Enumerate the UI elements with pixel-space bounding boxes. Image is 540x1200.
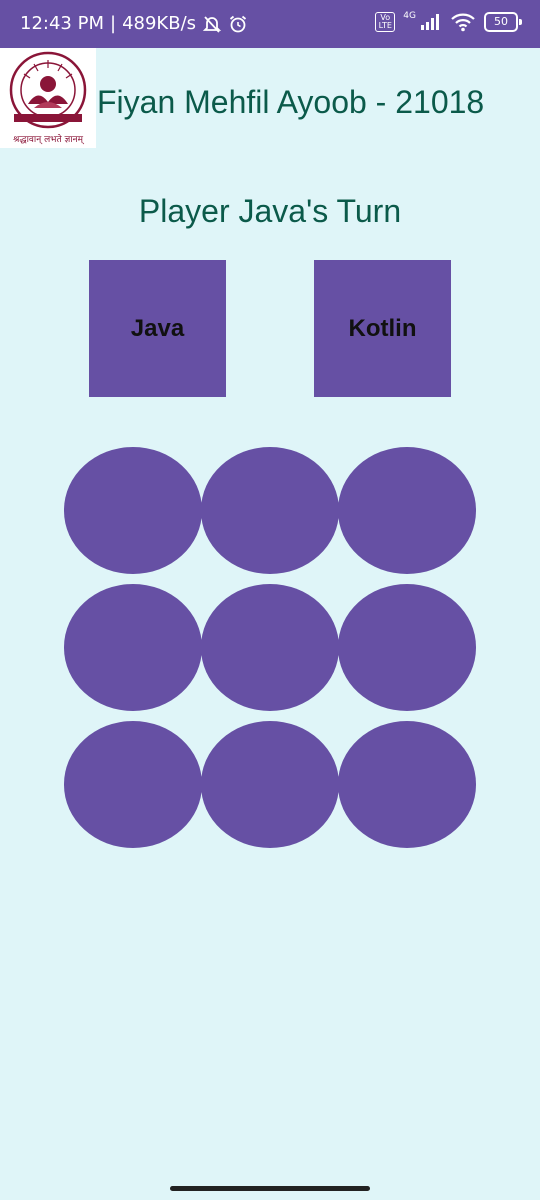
page-title: Fiyan Mehfil Ayoob - 21018 — [97, 84, 485, 120]
network-type-label: 4G — [403, 10, 416, 21]
board-cell-4[interactable] — [64, 584, 202, 711]
wifi-icon — [450, 12, 476, 32]
board-cell-2[interactable] — [201, 447, 339, 574]
player-java-button[interactable]: Java — [89, 260, 226, 397]
battery-icon: 50 — [484, 12, 522, 32]
status-right: Vo LTE 4G 50 — [375, 10, 522, 32]
status-separator: | — [109, 13, 117, 34]
home-indicator[interactable] — [170, 1186, 370, 1191]
status-time: 12:43 PM — [20, 13, 104, 34]
status-bar: 12:43 PM | 489KB/s Vo LTE 4G — [0, 0, 540, 48]
alarm-icon — [228, 14, 248, 34]
board-cell-7[interactable] — [64, 721, 202, 848]
university-logo-icon: श्रद्धावान् लभते ज्ञानम् — [0, 48, 96, 148]
turn-status: Player Java's Turn — [138, 193, 402, 229]
status-left: 12:43 PM | 489KB/s — [20, 13, 248, 34]
player-kotlin-button[interactable]: Kotlin — [314, 260, 451, 397]
board-cell-3[interactable] — [338, 447, 476, 574]
battery-level: 50 — [494, 15, 508, 28]
board-cell-8[interactable] — [201, 721, 339, 848]
board-cell-5[interactable] — [201, 584, 339, 711]
silent-bell-icon — [202, 14, 222, 34]
board-cell-9[interactable] — [338, 721, 476, 848]
logo-motto: श्रद्धावान् लभते ज्ञानम् — [13, 133, 85, 145]
board-cell-6[interactable] — [338, 584, 476, 711]
network-speed: 489KB/s — [122, 13, 197, 34]
board-cell-1[interactable] — [64, 447, 202, 574]
volte-icon: Vo LTE — [375, 12, 396, 32]
signal-4g-icon — [420, 13, 442, 31]
